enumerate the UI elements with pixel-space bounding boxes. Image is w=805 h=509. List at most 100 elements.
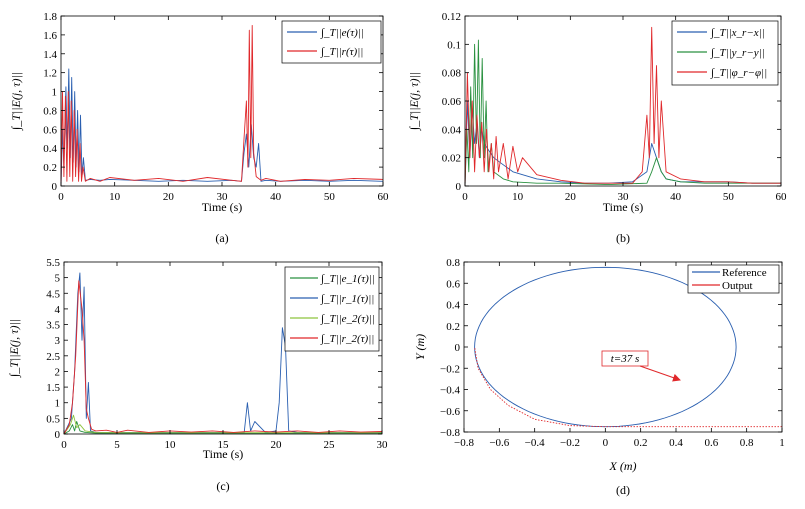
xtick-label-d-9: 1	[779, 437, 785, 449]
ytick-label-c-4: 2	[55, 366, 61, 378]
plot-c-legend: ∫_T||e_1(τ)|| ∫_T||r_1(τ)|| ∫_T||e_2(τ)|…	[284, 266, 380, 352]
plot-c-xticks: 0 5 10 15 20 25 30	[61, 262, 388, 451]
ytick-label-a-3: 0.6	[43, 124, 57, 136]
ytick-label-a-5: 1	[52, 87, 58, 99]
panel-a: 0 10 20 30 40 50 60 0 0.2 0.4 0.6 0.8 1 1.2 1.4 1.6 1.8…	[9, 11, 389, 245]
ytick-label-b-6: 0.12	[442, 11, 461, 23]
ytick-label-c-10: 5	[55, 273, 61, 285]
xtick-label-c-2: 10	[165, 439, 177, 451]
ytick-label-c-3: 1.5	[46, 382, 60, 394]
xtick-label-b-2: 20	[565, 191, 577, 203]
annotation-t37-label: t=37 s	[611, 353, 640, 365]
ytick-label-d-4: 0	[455, 342, 461, 354]
ytick-label-d-0: −0.8	[440, 427, 460, 439]
ytick-label-a-1: 0.2	[43, 162, 57, 174]
ytick-label-d-6: 0.4	[446, 300, 460, 312]
xtick-label-b-6: 60	[776, 191, 788, 203]
series-a-1	[60, 24, 384, 187]
xtick-label-c-1: 5	[114, 439, 120, 451]
xtick-label-d-4: 0	[603, 437, 609, 449]
plot-a-data	[60, 24, 384, 187]
panel-b: 0 10 20 30 40 50 60 0 0.02 0.04 0.06 0.08 0.1 0.12 T…	[407, 11, 787, 245]
legend-d-reference: Reference	[722, 267, 767, 279]
ytick-label-d-7: 0.6	[446, 278, 460, 290]
legend-b-phi: ∫_T||φ_r−φ||	[710, 67, 767, 79]
series-b-2	[464, 26, 781, 187]
xtick-label-c-0: 0	[61, 439, 67, 451]
xtick-label-d-5: 0.2	[634, 437, 648, 449]
plot-b-caption: (b)	[616, 231, 630, 245]
plot-a-caption: (a)	[215, 231, 228, 245]
ytick-label-d-8: 0.8	[446, 257, 460, 269]
annotation-t37: t=37 s	[601, 350, 681, 382]
xtick-label-d-6: 0.4	[669, 437, 683, 449]
ytick-label-a-8: 1.6	[43, 30, 57, 42]
xtick-label-a-0: 0	[58, 191, 64, 203]
plot-b-data	[464, 26, 781, 187]
series-d-0	[474, 266, 737, 428]
xtick-label-a-1: 10	[109, 191, 121, 203]
plot-b-ylabel: ∫_T||E(j, τ)||	[407, 72, 421, 131]
legend-c-r1: ∫_T||r_1(τ)||	[320, 293, 374, 305]
ytick-label-c-5: 2.5	[46, 351, 60, 363]
xtick-label-a-4: 40	[270, 191, 282, 203]
plot-d-data	[474, 266, 782, 428]
ytick-label-c-9: 4.5	[46, 288, 60, 300]
ytick-label-d-1: −0.6	[440, 406, 460, 418]
series-a-0	[60, 68, 384, 187]
plot-b-legend: ∫_T||x_r−x|| ∫_T||y_r−y|| ∫_T||φ_r−φ||	[671, 20, 779, 86]
xtick-label-d-1: −0.6	[489, 437, 509, 449]
xtick-label-d-0: −0.8	[454, 437, 474, 449]
xtick-label-c-4: 20	[271, 439, 283, 451]
xtick-label-c-5: 25	[324, 439, 336, 451]
xtick-label-b-4: 40	[670, 191, 682, 203]
plot-d-caption: (d)	[616, 483, 630, 497]
legend-c-e1: ∫_T||e_1(τ)||	[320, 273, 375, 285]
ytick-label-c-7: 3.5	[46, 320, 60, 332]
ytick-label-c-0: 0	[55, 429, 61, 441]
plot-d-legend: Reference Output	[687, 264, 780, 294]
xtick-label-b-0: 0	[462, 191, 468, 203]
legend-a-r: ∫_T||r(τ)||	[320, 46, 363, 58]
ytick-label-a-6: 1.2	[43, 68, 57, 80]
xtick-label-b-5: 50	[723, 191, 735, 203]
ytick-label-d-5: 0.2	[446, 321, 460, 333]
plot-c-yticks: 0 0.5 1 1.5 2 2.5 3 3.5 4 4.5 5 5.5	[46, 257, 382, 441]
legend-c-e2: ∫_T||e_2(τ)||	[320, 313, 375, 325]
legend-b-x: ∫_T||x_r−x||	[710, 27, 765, 39]
plot-c-ylabel: ∫_T||E(j, τ)||	[7, 319, 21, 378]
plot-d-xticks: −0.8 −0.6 −0.4 −0.2 0 0.2 0.4 0.6 0.8 1	[454, 262, 785, 449]
ytick-label-a-4: 0.8	[43, 105, 57, 117]
plot-d-ylabel: Y (m)	[413, 334, 427, 360]
ytick-label-b-5: 0.1	[447, 39, 461, 51]
ytick-label-b-0: 0	[456, 181, 462, 193]
xtick-label-a-6: 60	[378, 191, 390, 203]
ytick-label-a-9: 1.8	[43, 11, 57, 23]
panel-d: −0.8 −0.6 −0.4 −0.2 0 0.2 0.4 0.6 0.8 1 −0.8−0.6−…	[413, 257, 785, 497]
ytick-label-b-1: 0.02	[442, 153, 461, 165]
xtick-label-a-3: 30	[217, 191, 229, 203]
legend-b-y: ∫_T||y_r−y||	[710, 47, 765, 59]
plot-b-xticks: 0 10 20 30 40 50 60	[462, 16, 787, 203]
xtick-label-d-3: −0.2	[560, 437, 580, 449]
xtick-label-d-2: −0.4	[525, 437, 545, 449]
ytick-label-c-2: 1	[55, 398, 61, 410]
plot-b-xlabel: Time (s)	[603, 200, 644, 214]
plot-d-xlabel: X (m)	[609, 459, 637, 473]
xtick-label-d-7: 0.6	[704, 437, 718, 449]
plot-c-xlabel: Time (s)	[203, 447, 244, 461]
xtick-label-c-6: 30	[377, 439, 389, 451]
legend-a-e: ∫_T||e(τ)||	[320, 27, 364, 39]
legend-d-output: Output	[722, 280, 753, 292]
plot-d-yticks: −0.8 −0.6 −0.4 −0.2 0 0.2 0.4 0.6 0.8	[440, 257, 782, 439]
ytick-label-a-2: 0.4	[43, 143, 57, 155]
ytick-label-c-8: 4	[55, 304, 61, 316]
series-c-3	[63, 280, 383, 435]
ytick-label-c-1: 0.5	[46, 413, 60, 425]
plot-a-yticks: 0 0.2 0.4 0.6 0.8 1 1.2 1.4 1.6 1.8	[43, 11, 383, 193]
xtick-label-a-5: 50	[324, 191, 336, 203]
plot-c-caption: (c)	[216, 479, 229, 493]
annotation-arrow	[639, 365, 681, 382]
xtick-label-c-3: 15	[218, 439, 230, 451]
